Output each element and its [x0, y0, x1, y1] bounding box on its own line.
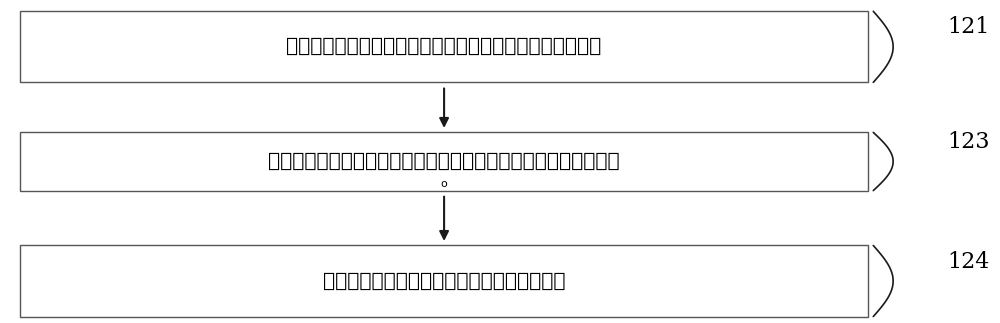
Text: 从至少一个物理页中，查找至少一个非活动状态的匿名页。: 从至少一个物理页中，查找至少一个非活动状态的匿名页。	[286, 37, 602, 56]
FancyBboxPatch shape	[20, 132, 868, 191]
Text: 将引用计数大于零的匿名页的引用计数减一。: 将引用计数大于零的匿名页的引用计数减一。	[323, 272, 565, 290]
Text: 123: 123	[948, 131, 990, 153]
Text: 从至少一个非活动状态的匿名页中，查找引用计数大于零的匿名页: 从至少一个非活动状态的匿名页中，查找引用计数大于零的匿名页	[268, 152, 620, 171]
Text: 121: 121	[948, 16, 990, 38]
Text: o: o	[441, 179, 447, 189]
FancyBboxPatch shape	[20, 11, 868, 82]
Text: 124: 124	[948, 251, 990, 273]
FancyBboxPatch shape	[20, 245, 868, 317]
